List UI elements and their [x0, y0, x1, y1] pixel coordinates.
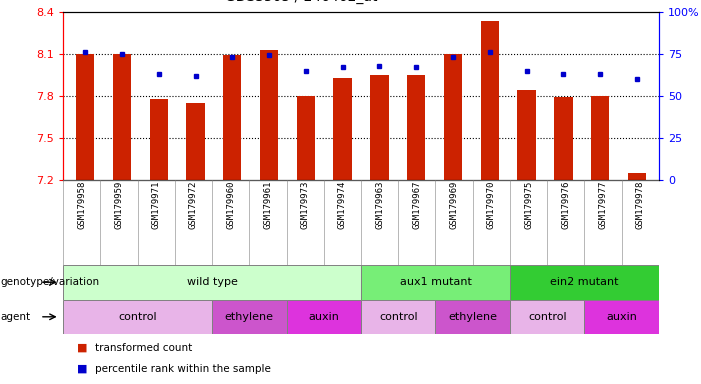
Text: GSM179969: GSM179969	[449, 180, 458, 229]
Bar	[63, 300, 212, 334]
Text: GSM179976: GSM179976	[562, 180, 571, 229]
Text: GSM179967: GSM179967	[412, 180, 421, 229]
Bar	[212, 300, 287, 334]
Bar	[517, 90, 536, 180]
Bar	[435, 300, 510, 334]
Text: GSM179971: GSM179971	[151, 180, 161, 229]
Bar	[510, 265, 659, 300]
Text: auxin: auxin	[308, 312, 339, 322]
Text: GSM179960: GSM179960	[226, 180, 235, 229]
Text: GSM179975: GSM179975	[524, 180, 533, 229]
Bar	[113, 54, 131, 180]
Text: transformed count: transformed count	[95, 343, 192, 353]
Bar	[481, 22, 499, 180]
Bar	[223, 55, 241, 180]
Text: genotype/variation: genotype/variation	[1, 277, 100, 287]
Bar	[510, 300, 585, 334]
Text: GSM179974: GSM179974	[338, 180, 347, 229]
Bar	[76, 54, 95, 180]
Text: percentile rank within the sample: percentile rank within the sample	[95, 364, 271, 374]
Bar	[63, 265, 361, 300]
Text: GDS3505 / 246462_at: GDS3505 / 246462_at	[225, 0, 378, 4]
Bar	[444, 54, 462, 180]
Bar	[591, 96, 609, 180]
Bar	[186, 103, 205, 180]
Bar	[149, 99, 168, 180]
Bar	[585, 300, 659, 334]
Text: control: control	[528, 312, 566, 322]
Bar	[287, 300, 361, 334]
Bar	[627, 174, 646, 180]
Text: auxin: auxin	[606, 312, 637, 322]
Text: GSM179959: GSM179959	[114, 180, 123, 229]
Text: ■: ■	[77, 343, 88, 353]
Text: GSM179958: GSM179958	[77, 180, 86, 229]
Text: ein2 mutant: ein2 mutant	[550, 277, 619, 287]
Text: wild type: wild type	[186, 277, 238, 287]
Text: ethylene: ethylene	[225, 312, 274, 322]
Text: GSM179978: GSM179978	[636, 180, 645, 229]
Bar	[370, 75, 388, 180]
Bar	[361, 300, 435, 334]
Bar	[361, 265, 510, 300]
Text: control: control	[118, 312, 157, 322]
Bar	[260, 50, 278, 180]
Bar	[297, 96, 315, 180]
Text: GSM179961: GSM179961	[264, 180, 273, 229]
Bar	[334, 78, 352, 180]
Text: control: control	[379, 312, 418, 322]
Text: aux1 mutant: aux1 mutant	[400, 277, 472, 287]
Text: GSM179977: GSM179977	[599, 180, 608, 229]
Text: GSM179970: GSM179970	[487, 180, 496, 229]
Text: GSM179973: GSM179973	[301, 180, 310, 229]
Bar	[407, 75, 426, 180]
Text: GSM179972: GSM179972	[189, 180, 198, 229]
Bar	[554, 98, 573, 180]
Text: ethylene: ethylene	[448, 312, 497, 322]
Text: agent: agent	[1, 312, 31, 322]
Text: ■: ■	[77, 364, 88, 374]
Text: GSM179963: GSM179963	[375, 180, 384, 229]
